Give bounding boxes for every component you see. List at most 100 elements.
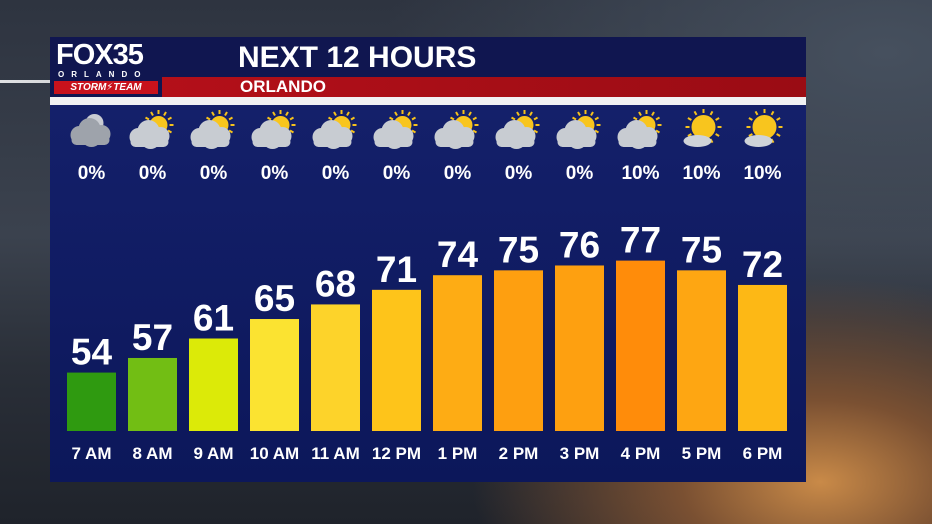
- hour-tick-label: 8 AM: [133, 444, 173, 463]
- precip-chance-label: 0%: [78, 163, 106, 184]
- precip-chance-label: 0%: [566, 163, 594, 184]
- temperature-value-label: 61: [193, 298, 234, 339]
- sun-ray: [411, 129, 416, 134]
- temperature-bar: [250, 319, 299, 431]
- sun-ray: [715, 117, 720, 121]
- temperature-value-label: 77: [620, 220, 661, 261]
- sun-ray: [748, 117, 753, 121]
- location-subtitle: ORLANDO: [240, 77, 326, 96]
- temperature-bar: [189, 338, 238, 431]
- sun-ray: [687, 133, 692, 137]
- mostly-sunny-icon: [744, 109, 783, 147]
- cloud-base: [71, 135, 110, 145]
- sun-ray: [776, 117, 781, 121]
- sun-ray: [328, 116, 333, 121]
- sun-ray: [533, 116, 538, 121]
- header: FOX35 ORLANDO STORM⚡TEAM NEXT 12 HOURS O…: [50, 37, 806, 105]
- temperature-value-label: 72: [742, 244, 783, 285]
- sun-ray: [633, 116, 638, 121]
- temperature-value-label: 75: [681, 229, 722, 270]
- hour-tick-label: 3 PM: [560, 444, 600, 463]
- temperature-value-label: 76: [559, 224, 600, 265]
- precip-chance-label: 10%: [743, 163, 781, 184]
- temperature-bar: [128, 357, 177, 431]
- sun-ray: [468, 111, 472, 116]
- hour-tick-label: 11 AM: [311, 444, 360, 463]
- precip-chance-label: 0%: [322, 163, 350, 184]
- temperature-bar: [67, 372, 116, 431]
- hour-tick-label: 10 AM: [250, 444, 299, 463]
- sun-ray: [411, 116, 416, 121]
- hour-tick-label: 5 PM: [682, 444, 722, 463]
- precip-chance-label: 0%: [505, 163, 533, 184]
- sun-ray: [228, 116, 233, 121]
- precip-chance-label: 10%: [682, 163, 720, 184]
- logo-city-text: ORLANDO: [58, 70, 148, 79]
- sun-ray: [655, 129, 660, 134]
- sun-ray: [533, 129, 538, 134]
- temperature-bar: [494, 270, 543, 431]
- partly-cloudy-icon: [373, 110, 418, 149]
- station-logo: FOX35 ORLANDO STORM⚡TEAM: [50, 37, 162, 97]
- sun-ray: [285, 111, 289, 116]
- sun-ray: [687, 117, 692, 121]
- sun-ray: [289, 116, 294, 121]
- sun-ray: [389, 116, 394, 121]
- hour-tick-label: 1 PM: [438, 444, 478, 463]
- cloud-base: [374, 137, 413, 147]
- cloud-base: [313, 137, 352, 147]
- temperature-value-label: 54: [71, 332, 113, 373]
- cloud-base: [252, 137, 291, 147]
- sun-ray: [655, 116, 660, 121]
- precip-chance-label: 0%: [139, 163, 167, 184]
- sun-ray: [272, 111, 276, 116]
- precip-chance-label: 0%: [383, 163, 411, 184]
- sun-disc: [752, 115, 777, 139]
- sun-ray: [709, 110, 714, 116]
- cloud-base: [191, 137, 230, 147]
- hour-tick-label: 6 PM: [743, 444, 783, 463]
- title-bar: [50, 37, 806, 77]
- precip-chance-label: 0%: [261, 163, 289, 184]
- temperature-value-label: 68: [315, 263, 356, 304]
- temperature-value-label: 65: [254, 278, 295, 319]
- partly-cloudy-icon: [251, 110, 296, 149]
- sun-ray: [715, 133, 720, 137]
- partly-cloudy-icon: [190, 110, 235, 149]
- partly-cloudy-icon: [129, 110, 174, 149]
- partly-cloudy-icon: [434, 110, 479, 149]
- sun-ray: [289, 129, 294, 134]
- partly-cloudy-icon: [312, 110, 357, 149]
- sun-ray: [651, 111, 655, 116]
- sun-ray: [167, 129, 172, 134]
- sun-ray: [572, 116, 577, 121]
- mostly-sunny-icon: [683, 109, 722, 147]
- precip-chance-label: 0%: [444, 163, 472, 184]
- temperature-bar: [311, 304, 360, 431]
- temperature-value-label: 74: [437, 234, 479, 275]
- sun-ray: [472, 129, 477, 134]
- page-title: NEXT 12 HOURS: [238, 41, 477, 74]
- cloud-base: [496, 137, 535, 147]
- cloudy-moon-icon: [70, 114, 111, 147]
- cloud-wisp: [683, 135, 712, 147]
- sun-disc: [691, 115, 716, 139]
- sun-ray: [163, 111, 167, 116]
- temperature-bar: [738, 284, 787, 431]
- precip-chance-label: 0%: [200, 163, 228, 184]
- hour-tick-label: 9 AM: [194, 444, 234, 463]
- sun-ray: [167, 116, 172, 121]
- temperature-bar: [616, 260, 665, 431]
- cloud-base: [557, 137, 596, 147]
- sun-ray: [590, 111, 594, 116]
- sun-ray: [748, 133, 753, 137]
- sun-ray: [267, 116, 272, 121]
- sun-ray: [145, 116, 150, 121]
- hour-tick-label: 2 PM: [499, 444, 539, 463]
- sun-ray: [754, 110, 759, 116]
- cloud-base: [618, 137, 657, 147]
- partly-cloudy-icon: [495, 110, 540, 149]
- cloud-base: [130, 137, 169, 147]
- subtitle-bar: [50, 77, 806, 97]
- sun-ray: [638, 111, 642, 116]
